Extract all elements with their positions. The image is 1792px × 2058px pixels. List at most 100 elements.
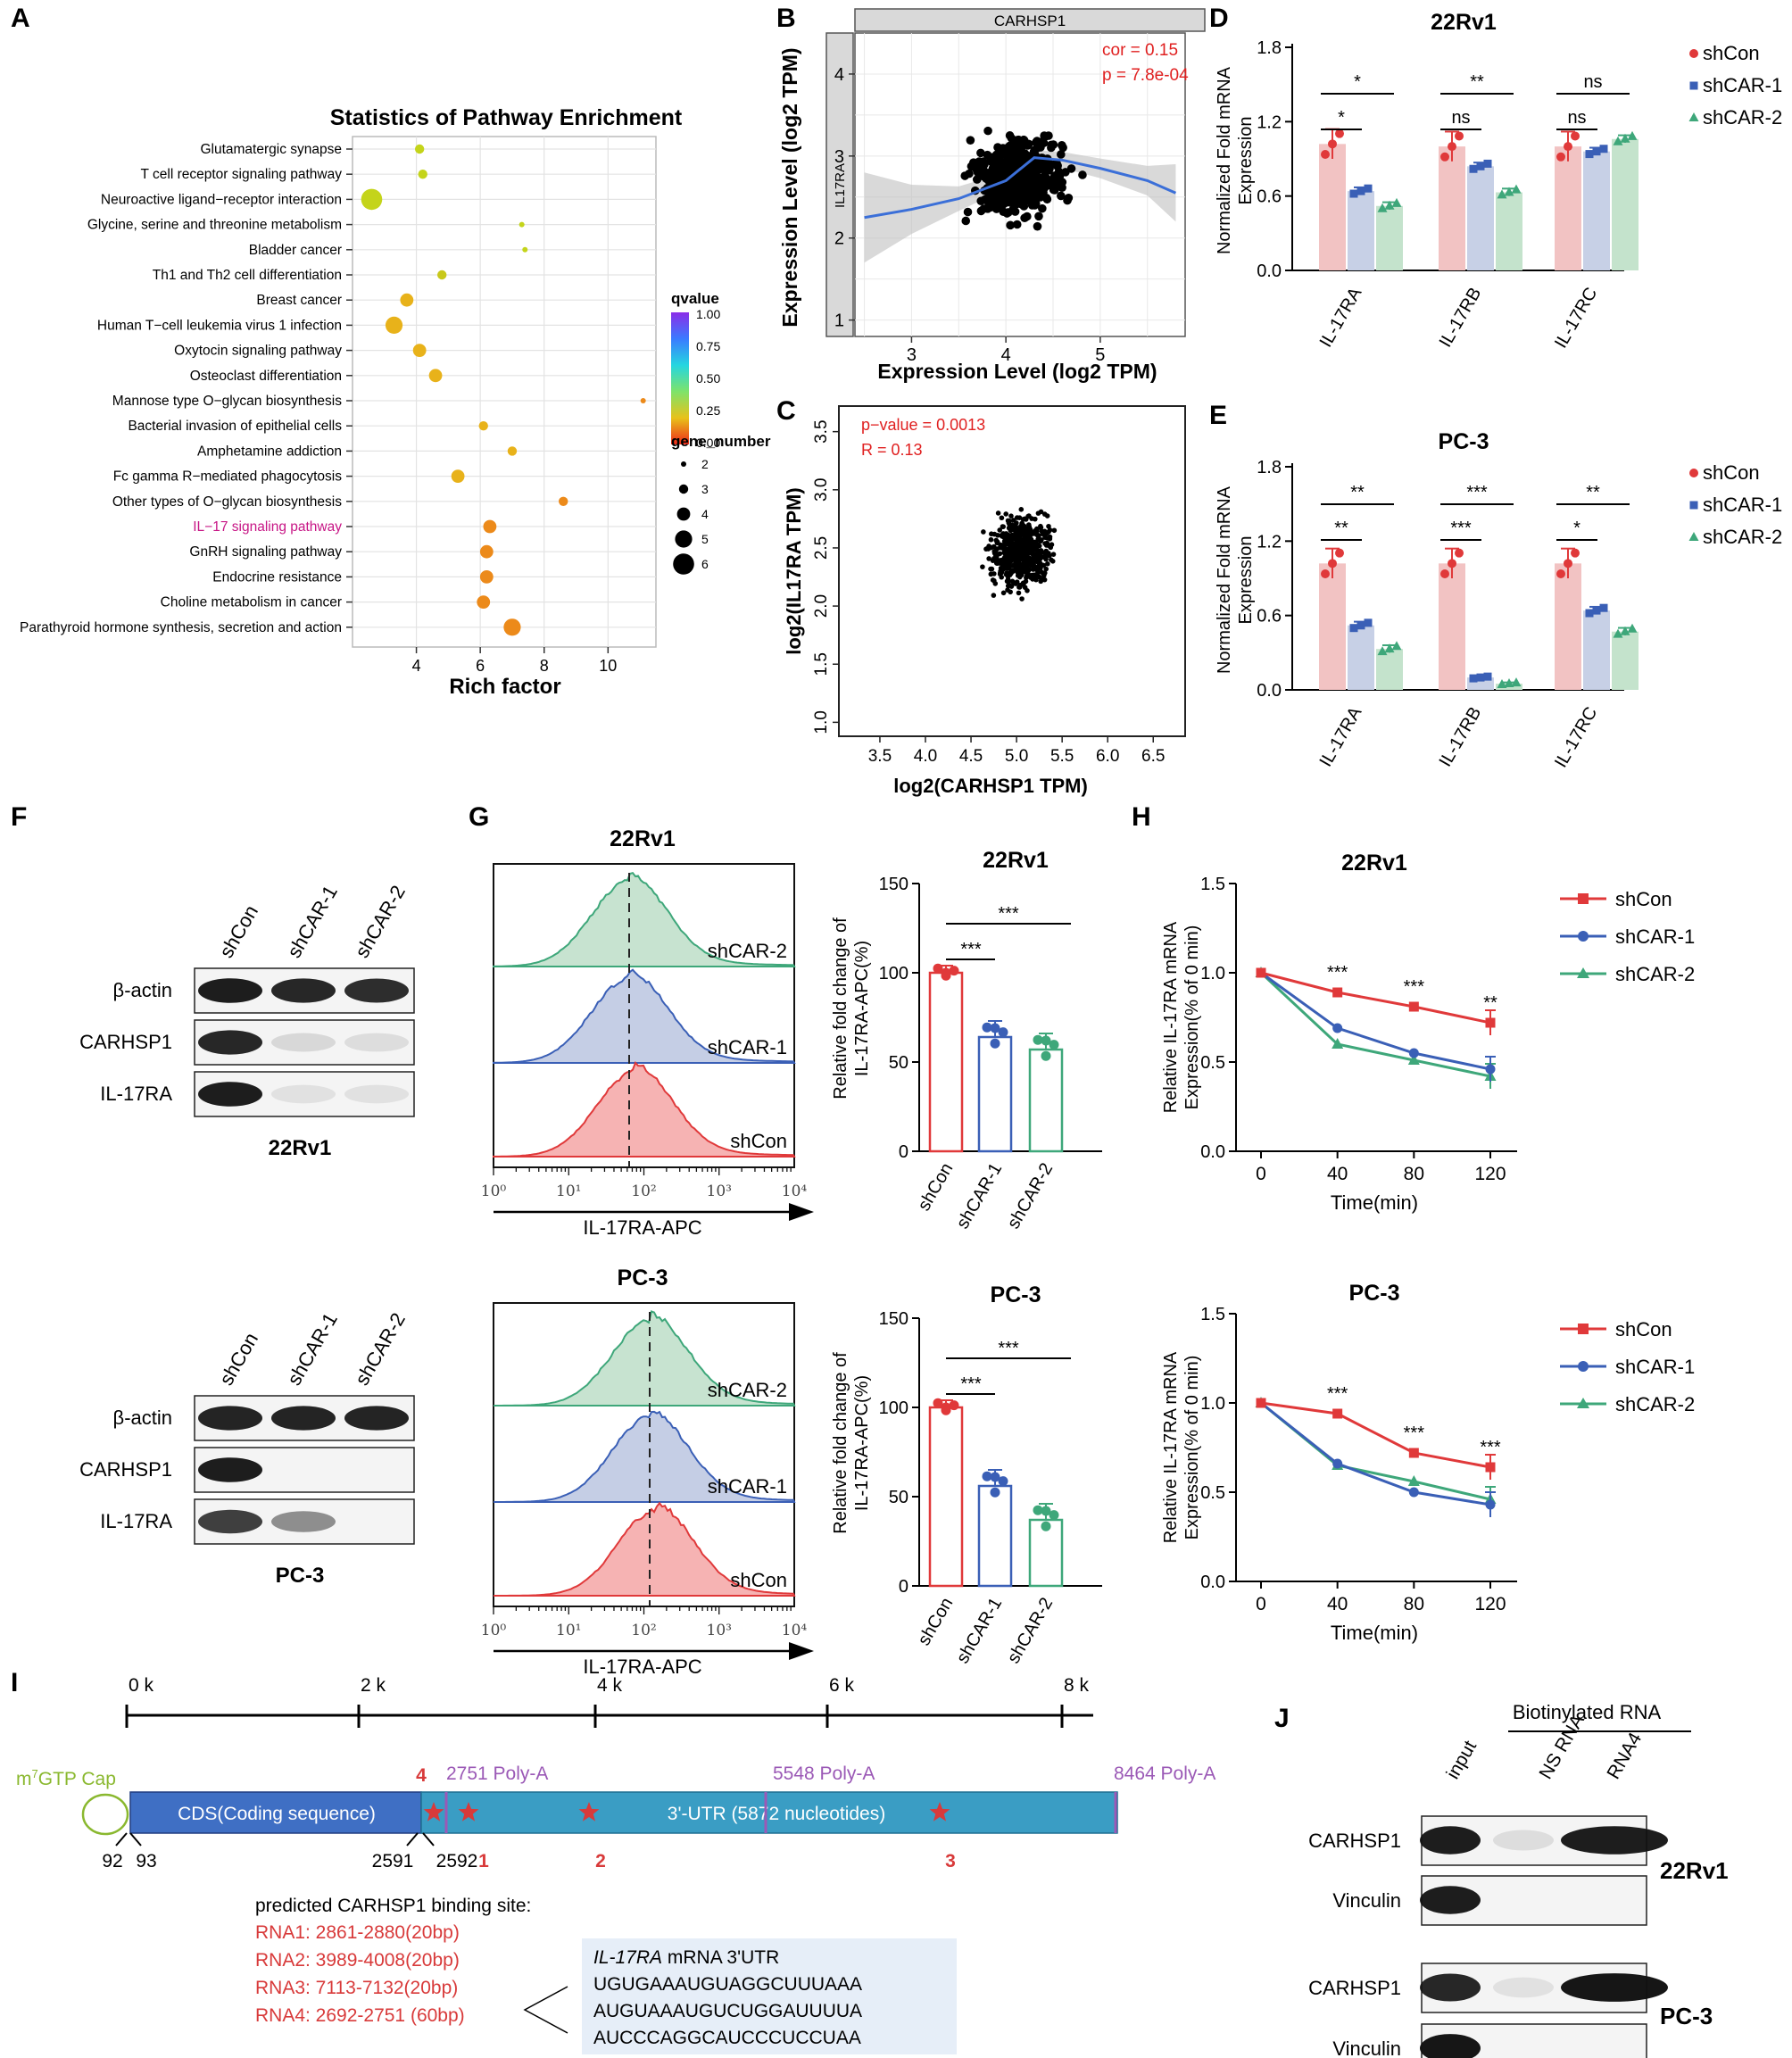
panel-b-point [1033,175,1042,185]
panel-f-band [271,978,336,1003]
pD-category: IL-17RC [1551,285,1601,353]
pD-point [1497,189,1507,199]
panel-h-point [1408,1001,1419,1012]
pD-bar [1612,138,1639,270]
panel-i-utr-label: 3'-UTR (5872 nucleotides) [668,1804,885,1824]
panel-g-histogram [493,1061,796,1158]
panel-h-legend-marker [1578,893,1589,904]
panel-b-point [1078,170,1087,179]
panel-f-lane-label: shCAR-1 [283,1309,342,1390]
pE-legend-marker [1688,532,1699,541]
panel-c-point [981,529,986,535]
panel-a-enrichment: Statistics of Pathway Enrichment Glutama… [20,105,771,699]
panel-a-dot [559,496,568,506]
panel-i-site-number: 2 [595,1851,606,1871]
panel-c-point [988,536,994,543]
panel-j-row-label: Vinculin [1332,1889,1401,1912]
panel-c-point [1016,515,1023,520]
pD-point [1384,200,1395,210]
panel-a-dot [361,188,383,211]
panel-a-gene-legend-dot [678,484,689,494]
panel-h-legend-marker [1578,931,1589,942]
pE-bar [1376,649,1403,690]
panel-j-lane-label: input [1442,1737,1481,1782]
panel-h-ytick-label: 0.5 [1200,1053,1225,1073]
panel-f-band [271,1511,336,1532]
panel-a-dot [385,316,403,334]
panel-g-point [933,963,943,974]
panel-b-point [976,148,985,158]
panel-h-title: 22Rv1 [1341,851,1407,875]
panel-c-point [1013,560,1018,565]
panel-i-polya3: 8464 Poly-A [1114,1763,1215,1784]
pE-sig-label: ** [1350,483,1365,502]
panel-g-histogram [494,1501,796,1597]
panel-a-qtick-label: 0.50 [696,371,720,386]
panel-a-dot [412,344,427,357]
panel-g-point [949,1400,959,1411]
panel-a-pathway-label: Bladder cancer [249,243,342,258]
panel-i-site-number: 1 [478,1851,489,1871]
panel-a-gene-legend-dot [681,461,686,467]
panel-c-point [989,566,995,572]
panel-j-lane-label: RNA4 [1603,1729,1646,1782]
panel-h-xtick-label: 80 [1404,1594,1424,1614]
panel-h-ytick-label: 1.0 [1200,1394,1225,1414]
panel-a-pathway-label: Other types of O−glycan biosynthesis [112,494,342,510]
pD-point [1511,184,1522,194]
panel-b-point [980,160,989,170]
panel-c-point [1008,541,1015,547]
panel-label-c: C [776,396,796,426]
pD-sig-label: ** [1470,72,1484,92]
panel-a-dot [477,595,491,609]
panel-c-point [1016,554,1023,560]
pE-bar [1439,563,1465,690]
pE-point [1349,624,1358,633]
pD-point [1328,139,1337,149]
panel-d-bars: 22Rv1 0.0 0.6 1.2 1.8 Normalized Fold mRNA Exp… [1215,10,1782,352]
pE-legend-label: shCAR-1 [1703,494,1782,516]
panel-j-band [1420,1973,1481,2002]
panel-i-pos2592: 2592 [436,1851,478,1871]
panel-c-point [1044,513,1050,519]
panel-c-point [1039,569,1045,576]
panel-a-pathway-label: T cell receptor signaling pathway [141,167,343,182]
pE-category: IL-17RA [1316,703,1366,770]
panel-a-qvalue-colorbar [671,312,689,444]
pD-ytick-label: 1.2 [1257,112,1282,132]
panel-g-point [982,1022,992,1033]
pE-bar [1612,631,1639,690]
panel-a-pathway-label: Th1 and Th2 cell differentiation [153,268,342,283]
panel-c-point [1033,577,1039,583]
panel-h-series-line [1259,971,1491,1078]
panel-g-point [941,1402,951,1413]
pE-point [1391,641,1402,651]
panel-c-point [1008,589,1013,595]
pE-ytick-label: 1.2 [1257,532,1282,552]
panel-h-point [1332,1408,1343,1419]
panel-c-point [1005,583,1011,589]
panel-h-xtick-label: 0 [1256,1594,1266,1614]
panel-h-series-line [1260,971,1491,1071]
panel-b-point [1026,191,1036,201]
panel-i-site-number: 4 [416,1765,427,1786]
panel-label-e: E [1209,401,1227,430]
panel-c-ytick-label: 3.5 [812,419,831,443]
panel-i-sequence: AUCCCAGGCAUCCCUCCUAA [593,2028,861,2048]
panel-c-point [1029,540,1035,545]
panel-b-strip-left-label: IL17RA [833,163,848,208]
panel-c-point [1027,550,1033,555]
panel-b-point [1038,191,1047,201]
panel-h-point [1408,1448,1419,1458]
pE-legend-label: shCon [1703,461,1760,484]
panel-a-gene-legend-dot [673,553,694,575]
panel-c-r: R = 0.13 [861,441,923,459]
panel-a-pathway-label: Endocrine resistance [212,569,342,585]
panel-c-xtick-label: 5.0 [1005,747,1028,766]
panel-c-point [998,565,1004,571]
panel-b-point [1013,178,1023,187]
panel-c-point [1036,574,1042,580]
pD-point [1571,131,1580,141]
panel-a-gene-legend-label: 6 [701,557,709,571]
